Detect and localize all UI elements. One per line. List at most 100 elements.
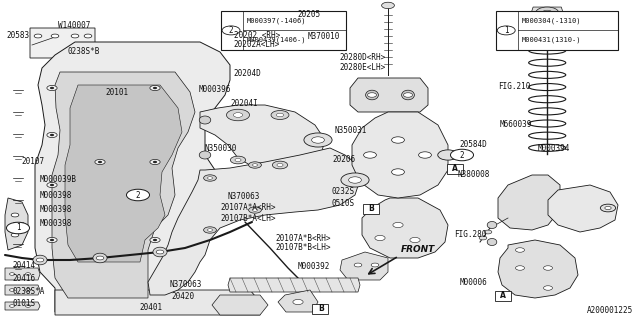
Text: 20583: 20583 bbox=[6, 31, 29, 40]
Text: N370063: N370063 bbox=[170, 280, 202, 289]
Text: 2: 2 bbox=[136, 190, 140, 199]
Circle shape bbox=[277, 164, 283, 166]
Circle shape bbox=[50, 87, 54, 89]
Polygon shape bbox=[148, 148, 360, 295]
Text: FRONT: FRONT bbox=[401, 245, 435, 254]
Text: M370010: M370010 bbox=[307, 32, 340, 41]
Circle shape bbox=[50, 239, 54, 241]
FancyBboxPatch shape bbox=[447, 164, 463, 174]
Circle shape bbox=[354, 263, 362, 267]
Polygon shape bbox=[340, 252, 388, 280]
FancyBboxPatch shape bbox=[312, 304, 328, 314]
Circle shape bbox=[26, 289, 31, 291]
Polygon shape bbox=[5, 198, 28, 250]
Circle shape bbox=[536, 7, 559, 19]
Text: A200001225: A200001225 bbox=[588, 306, 634, 315]
Text: M000304(-1310): M000304(-1310) bbox=[522, 17, 581, 24]
Ellipse shape bbox=[33, 255, 47, 265]
Text: FIG.210: FIG.210 bbox=[498, 82, 531, 91]
Ellipse shape bbox=[153, 247, 167, 257]
Text: 20107A*A<RH>: 20107A*A<RH> bbox=[221, 204, 276, 212]
Circle shape bbox=[150, 159, 160, 164]
Circle shape bbox=[11, 213, 19, 217]
Circle shape bbox=[50, 184, 54, 186]
Circle shape bbox=[84, 34, 92, 38]
FancyBboxPatch shape bbox=[221, 11, 346, 50]
Circle shape bbox=[404, 93, 413, 97]
Circle shape bbox=[230, 156, 246, 164]
Text: M660039: M660039 bbox=[499, 120, 532, 129]
Text: 20107A*B<RH>: 20107A*B<RH> bbox=[275, 234, 331, 243]
Polygon shape bbox=[228, 278, 360, 292]
Ellipse shape bbox=[93, 253, 107, 263]
Polygon shape bbox=[35, 42, 230, 312]
Circle shape bbox=[451, 149, 474, 161]
Circle shape bbox=[50, 134, 54, 136]
Circle shape bbox=[71, 34, 79, 38]
Polygon shape bbox=[498, 240, 578, 298]
Circle shape bbox=[516, 266, 525, 270]
Circle shape bbox=[150, 85, 160, 91]
Polygon shape bbox=[548, 185, 618, 232]
Circle shape bbox=[367, 93, 376, 97]
Polygon shape bbox=[5, 302, 40, 310]
Circle shape bbox=[150, 237, 160, 243]
Text: M000396: M000396 bbox=[198, 85, 231, 94]
Circle shape bbox=[153, 87, 157, 89]
Text: M000039B: M000039B bbox=[40, 175, 77, 184]
Text: 20280D<RH>: 20280D<RH> bbox=[339, 53, 385, 62]
Polygon shape bbox=[531, 7, 563, 13]
Circle shape bbox=[6, 222, 29, 234]
Circle shape bbox=[227, 109, 250, 121]
Circle shape bbox=[36, 258, 44, 262]
Circle shape bbox=[392, 169, 404, 175]
Text: N370063: N370063 bbox=[227, 192, 260, 201]
Circle shape bbox=[273, 161, 288, 169]
Text: 20101: 20101 bbox=[106, 88, 129, 97]
Circle shape bbox=[156, 250, 164, 254]
Text: B: B bbox=[318, 304, 323, 314]
Polygon shape bbox=[52, 72, 195, 298]
Text: 0238S*B: 0238S*B bbox=[67, 47, 100, 56]
Polygon shape bbox=[525, 13, 570, 20]
Circle shape bbox=[349, 177, 362, 183]
Text: N380008: N380008 bbox=[458, 170, 490, 179]
Ellipse shape bbox=[199, 116, 211, 124]
Circle shape bbox=[293, 300, 303, 305]
Circle shape bbox=[47, 237, 57, 243]
FancyBboxPatch shape bbox=[496, 11, 618, 50]
Text: 20202 <RH>: 20202 <RH> bbox=[234, 31, 280, 40]
Polygon shape bbox=[278, 290, 318, 312]
Circle shape bbox=[392, 137, 404, 143]
Circle shape bbox=[153, 161, 157, 163]
Circle shape bbox=[26, 273, 31, 275]
Circle shape bbox=[127, 189, 150, 201]
Circle shape bbox=[438, 150, 458, 160]
Circle shape bbox=[375, 236, 385, 241]
Text: M000431(1310-): M000431(1310-) bbox=[522, 36, 581, 43]
Circle shape bbox=[497, 26, 515, 35]
Circle shape bbox=[516, 248, 525, 252]
Circle shape bbox=[47, 132, 57, 138]
Circle shape bbox=[98, 161, 102, 163]
Text: 20280E<LH>: 20280E<LH> bbox=[339, 63, 385, 72]
Text: 20584D: 20584D bbox=[460, 140, 487, 149]
Text: 20204D: 20204D bbox=[234, 69, 261, 78]
Text: 20206: 20206 bbox=[333, 156, 356, 164]
Circle shape bbox=[51, 34, 59, 38]
Circle shape bbox=[222, 26, 240, 35]
Circle shape bbox=[419, 152, 431, 158]
Circle shape bbox=[276, 113, 284, 117]
Ellipse shape bbox=[402, 90, 415, 100]
Polygon shape bbox=[362, 198, 448, 258]
Circle shape bbox=[10, 273, 15, 275]
Polygon shape bbox=[55, 290, 260, 315]
Circle shape bbox=[410, 237, 420, 243]
Circle shape bbox=[381, 2, 394, 9]
Polygon shape bbox=[352, 112, 448, 198]
Circle shape bbox=[207, 229, 212, 231]
Text: M000398: M000398 bbox=[40, 205, 72, 214]
Polygon shape bbox=[65, 85, 182, 262]
Text: B: B bbox=[369, 204, 374, 213]
Circle shape bbox=[252, 164, 257, 166]
